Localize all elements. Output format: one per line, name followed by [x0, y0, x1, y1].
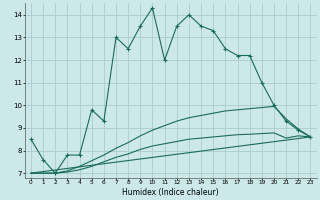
X-axis label: Humidex (Indice chaleur): Humidex (Indice chaleur): [122, 188, 219, 197]
